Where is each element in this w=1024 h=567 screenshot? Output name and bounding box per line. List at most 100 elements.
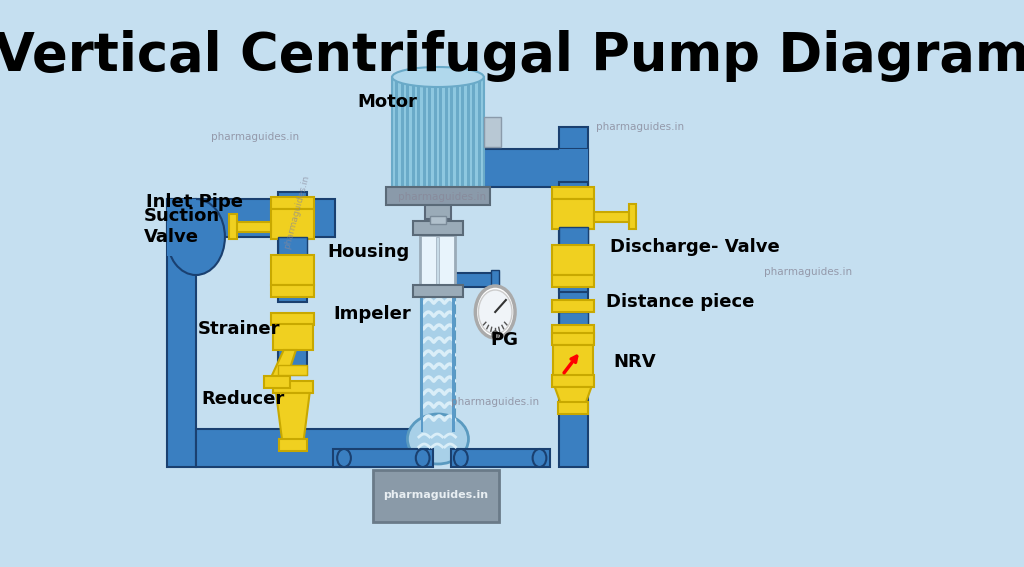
- Bar: [395, 81, 398, 193]
- Bar: [439, 81, 442, 193]
- Circle shape: [416, 449, 429, 467]
- Bar: [552, 199, 595, 229]
- Bar: [386, 187, 489, 205]
- Bar: [429, 216, 446, 224]
- Bar: [552, 275, 595, 287]
- Text: pharmaguides.in: pharmaguides.in: [211, 132, 299, 142]
- Bar: [279, 192, 307, 302]
- Bar: [229, 214, 238, 239]
- Bar: [271, 209, 314, 239]
- Bar: [492, 270, 499, 300]
- Bar: [271, 313, 314, 325]
- Bar: [167, 199, 335, 237]
- Bar: [552, 300, 595, 312]
- Bar: [271, 197, 314, 209]
- Bar: [552, 245, 595, 275]
- Text: Discharge- Valve: Discharge- Valve: [609, 238, 779, 256]
- Text: PG: PG: [490, 331, 518, 349]
- Circle shape: [532, 449, 547, 467]
- Bar: [558, 182, 588, 292]
- Circle shape: [337, 449, 351, 467]
- Bar: [412, 81, 415, 193]
- Bar: [472, 81, 475, 193]
- Text: pharmaguides.in: pharmaguides.in: [596, 122, 684, 132]
- Bar: [413, 221, 463, 235]
- Bar: [392, 77, 483, 197]
- Bar: [558, 402, 589, 414]
- Bar: [421, 297, 424, 432]
- Polygon shape: [555, 387, 592, 404]
- Bar: [477, 81, 480, 193]
- Bar: [552, 187, 595, 199]
- Bar: [467, 81, 470, 193]
- Bar: [558, 127, 588, 467]
- Bar: [236, 222, 271, 232]
- Bar: [433, 81, 436, 193]
- Bar: [407, 81, 410, 193]
- Circle shape: [478, 290, 512, 334]
- Text: NRV: NRV: [613, 353, 656, 371]
- Text: Inlet Pipe: Inlet Pipe: [145, 193, 243, 211]
- Text: Suction
Valve: Suction Valve: [144, 207, 220, 246]
- Text: Housing: Housing: [328, 243, 410, 261]
- Bar: [428, 81, 431, 193]
- Bar: [552, 375, 595, 387]
- Text: Reducer: Reducer: [202, 390, 285, 408]
- Bar: [421, 235, 456, 287]
- Bar: [425, 197, 451, 219]
- Bar: [279, 315, 307, 375]
- Bar: [436, 237, 439, 285]
- Bar: [273, 324, 312, 350]
- Bar: [280, 439, 306, 451]
- Bar: [167, 199, 196, 237]
- Bar: [400, 81, 403, 193]
- Text: Strainer: Strainer: [198, 320, 280, 338]
- Bar: [595, 212, 631, 222]
- Bar: [558, 149, 588, 187]
- Bar: [483, 117, 501, 147]
- Text: Motor: Motor: [357, 93, 418, 111]
- Text: pharmaguides.in: pharmaguides.in: [283, 174, 311, 250]
- Circle shape: [454, 449, 468, 467]
- Bar: [271, 285, 314, 297]
- Ellipse shape: [408, 414, 468, 464]
- Bar: [167, 199, 196, 467]
- Bar: [279, 365, 307, 375]
- Bar: [553, 345, 593, 379]
- Text: pharmaguides.in: pharmaguides.in: [452, 397, 540, 407]
- Bar: [461, 81, 464, 193]
- Text: pharmaguides.in: pharmaguides.in: [383, 490, 488, 500]
- Text: Vertical Centrifugal Pump Diagram: Vertical Centrifugal Pump Diagram: [0, 30, 1024, 82]
- Bar: [456, 81, 459, 193]
- Text: pharmaguides.in: pharmaguides.in: [764, 267, 852, 277]
- Text: pharmaguides.in: pharmaguides.in: [397, 192, 485, 202]
- Bar: [492, 296, 499, 304]
- Bar: [279, 237, 307, 255]
- Bar: [421, 297, 455, 432]
- Bar: [196, 429, 425, 467]
- Polygon shape: [268, 350, 296, 383]
- Circle shape: [493, 331, 499, 339]
- Bar: [444, 81, 447, 193]
- Circle shape: [475, 286, 515, 338]
- Bar: [455, 273, 499, 287]
- Bar: [417, 81, 420, 193]
- Bar: [413, 285, 463, 297]
- Bar: [451, 149, 588, 187]
- Bar: [451, 81, 454, 193]
- Text: Distance piece: Distance piece: [606, 293, 755, 311]
- Bar: [453, 297, 455, 432]
- Bar: [629, 204, 637, 229]
- Polygon shape: [276, 393, 309, 441]
- Ellipse shape: [392, 67, 483, 87]
- Text: Impeler: Impeler: [334, 305, 411, 323]
- Bar: [167, 218, 196, 256]
- Bar: [334, 449, 432, 467]
- Bar: [271, 255, 314, 285]
- Bar: [264, 376, 290, 388]
- Bar: [558, 312, 588, 325]
- Bar: [552, 325, 595, 337]
- Bar: [451, 449, 550, 467]
- Bar: [558, 227, 588, 245]
- Bar: [273, 381, 312, 393]
